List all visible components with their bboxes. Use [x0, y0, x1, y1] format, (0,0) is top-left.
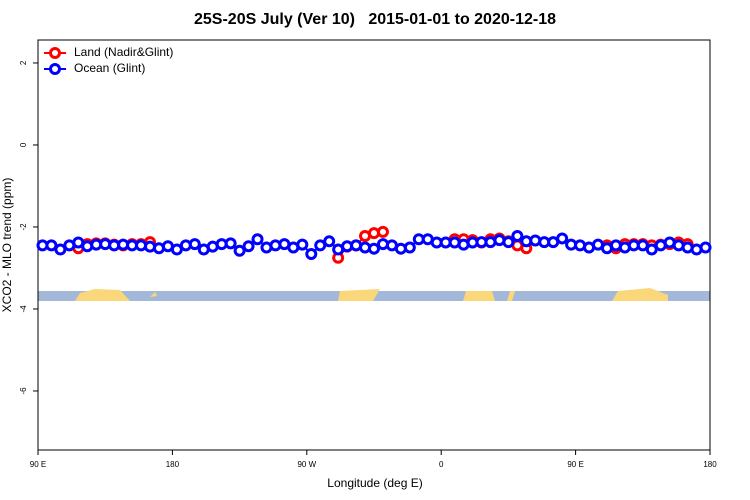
data-point [144, 240, 156, 253]
land-shape [463, 291, 495, 301]
data-point [296, 238, 309, 251]
legend-label: Land (Nadir&Glint) [74, 45, 173, 59]
legend-marker [49, 63, 61, 75]
x-axis-label: Longitude (deg E) [327, 476, 422, 490]
land-ocean-strip [38, 288, 710, 301]
y-tick-label: -6 [19, 387, 28, 395]
data-point [323, 235, 336, 248]
y-tick-label: -2 [19, 223, 28, 231]
data-point [368, 242, 380, 255]
data-point [403, 241, 416, 254]
chart-title: 25S-20S July (Ver 10) 2015-01-01 to 2020… [194, 11, 556, 28]
legend-marker [49, 47, 61, 59]
land-shape [75, 289, 130, 301]
legend-label: Ocean (Glint) [74, 61, 145, 75]
data-point [45, 239, 58, 252]
data-point [242, 240, 255, 253]
x-tick-label: 90 W [297, 460, 316, 469]
data-point [636, 239, 649, 252]
data-point [511, 229, 524, 242]
y-axis-label: XCO2 - MLO trend (ppm) [0, 178, 14, 313]
data-point [251, 233, 264, 246]
x-tick-label: 180 [166, 460, 180, 469]
data-point [529, 234, 542, 247]
y-tick-label: -4 [19, 305, 28, 313]
data-point [314, 239, 327, 252]
data-point [502, 236, 515, 249]
data-point [699, 241, 712, 254]
data-point [188, 238, 201, 251]
land-shape [150, 292, 157, 297]
data-point [645, 243, 658, 256]
data-point [224, 237, 237, 250]
land-shape [338, 289, 380, 301]
land-shape [612, 288, 668, 301]
x-tick-label: 180 [703, 460, 717, 469]
land-shape [507, 291, 515, 301]
y-tick-label: 2 [19, 60, 28, 65]
data-point [305, 248, 318, 261]
data-point [170, 243, 183, 256]
x-tick-label: 90 E [30, 460, 46, 469]
data-point [54, 243, 67, 256]
data-point [376, 225, 389, 238]
data-point [81, 240, 94, 253]
y-tick-label: 0 [19, 142, 28, 147]
data-point [556, 232, 569, 245]
x-tick-label: 90 E [567, 460, 583, 469]
x-tick-label: 0 [439, 460, 444, 469]
data-point [233, 244, 246, 257]
